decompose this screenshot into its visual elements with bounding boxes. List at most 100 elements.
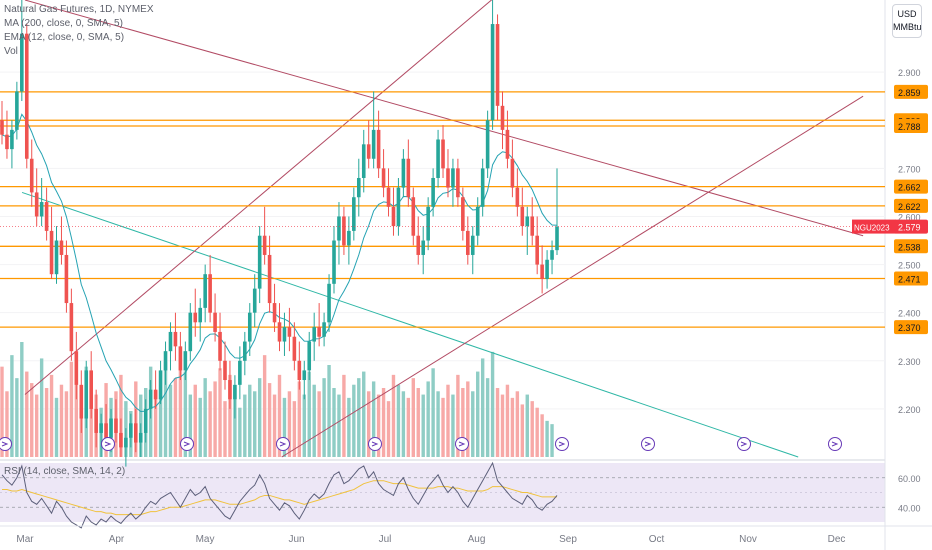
candle-body [54, 240, 59, 275]
volume-bar [520, 404, 525, 457]
candle-body [485, 120, 490, 169]
event-marker-arrow [183, 441, 191, 447]
candle-body [213, 312, 217, 332]
volume-bar [218, 368, 222, 457]
level-label-bg [894, 84, 928, 99]
volume-bar [352, 384, 356, 457]
candle-body [20, 33, 24, 92]
volume-bar [178, 358, 183, 457]
time-axis-label: Dec [828, 534, 846, 545]
candle-body [223, 360, 227, 381]
currency-unit-button[interactable]: USD MMBtu [892, 4, 922, 38]
candle-body [461, 197, 465, 231]
volume-bar [312, 384, 316, 457]
price-tick-label: 2.700 [898, 164, 921, 174]
candle-body [262, 235, 267, 255]
ema-legend: EMA (12, close, 0, SMA, 5) [4, 32, 125, 43]
rsi-band [0, 463, 885, 522]
volume-bar [243, 394, 247, 457]
candle-body [49, 230, 54, 275]
volume-bar [337, 394, 341, 457]
candle-body [421, 240, 426, 255]
candle-body [173, 331, 178, 347]
volume-bar [44, 388, 49, 457]
candle-body [401, 158, 406, 188]
price-tick-label: 2.200 [898, 405, 921, 415]
volume-bar [396, 384, 401, 457]
volume-bar [282, 397, 287, 457]
volume-bar [446, 384, 450, 457]
level-label-bg [894, 320, 928, 335]
candle-body [39, 202, 44, 217]
candle-body [158, 370, 163, 400]
volume-bar [10, 355, 14, 457]
candle-body [133, 423, 138, 443]
volume-bar [183, 371, 188, 457]
volume-bar [545, 420, 549, 457]
event-marker-icon [555, 437, 569, 451]
trendline [281, 95, 864, 458]
candle-body [94, 408, 98, 433]
candle-body [218, 331, 222, 361]
candle-body [312, 327, 316, 342]
candle-body [505, 129, 510, 159]
volume-bar [262, 355, 267, 457]
candle-body [203, 274, 207, 308]
candle-body [446, 168, 450, 188]
volume-bar [5, 391, 9, 457]
symbol-label: NGU2023 [854, 224, 890, 233]
level-label-bg [894, 271, 928, 286]
volume-bar [272, 394, 277, 457]
candle-body [347, 230, 351, 246]
volume-bar [25, 371, 29, 457]
volume-bar [466, 381, 470, 457]
volume-bar [441, 397, 445, 457]
volume-bar [456, 374, 460, 457]
event-marker-icon [368, 437, 382, 451]
volume-bar [297, 381, 302, 457]
candle-body [356, 177, 361, 198]
volume-bar [357, 378, 361, 457]
candle-body [287, 327, 292, 337]
event-marker-icon [828, 437, 842, 451]
candle-body [59, 240, 64, 255]
volume-bar [436, 391, 440, 457]
event-marker-arrow [104, 441, 112, 447]
volume-bar [550, 424, 554, 457]
volume-bar [267, 383, 272, 457]
candle-body [257, 235, 262, 289]
candle-body [550, 250, 554, 260]
rsi-legend: RSI (14, close, SMA, 14, 2) [4, 466, 126, 477]
event-marker-icon [276, 437, 290, 451]
candle-body [183, 351, 188, 371]
volume-bar [69, 361, 74, 457]
time-axis-label: Jun [288, 534, 304, 545]
volume-bar [332, 388, 336, 457]
candle-body [416, 235, 421, 255]
candle-body [510, 158, 515, 188]
volume-bar [163, 361, 168, 457]
event-marker-icon [737, 437, 751, 451]
volume-bar [30, 383, 34, 457]
volume-bar [416, 388, 420, 457]
candle-body [247, 312, 252, 342]
volume-bar [74, 379, 79, 457]
candle-body [366, 144, 371, 159]
volume-bar [471, 391, 475, 457]
candle-body [124, 437, 128, 448]
candle-body [233, 384, 237, 400]
event-marker-arrow [279, 441, 287, 447]
volume-bar [39, 358, 44, 457]
time-axis-label: Apr [109, 534, 125, 545]
volume-bar [476, 371, 480, 457]
volume-bar [421, 394, 425, 457]
price-tick-label: 2.500 [898, 261, 921, 271]
level-label: 2.788 [898, 122, 921, 132]
candle-body [0, 120, 4, 135]
volume-bar [173, 378, 178, 457]
chart-title: Natural Gas Futures, 1D, NYMEX [4, 4, 154, 15]
candle-body [386, 187, 391, 207]
candle-body [332, 240, 336, 284]
event-marker-icon [641, 437, 655, 451]
